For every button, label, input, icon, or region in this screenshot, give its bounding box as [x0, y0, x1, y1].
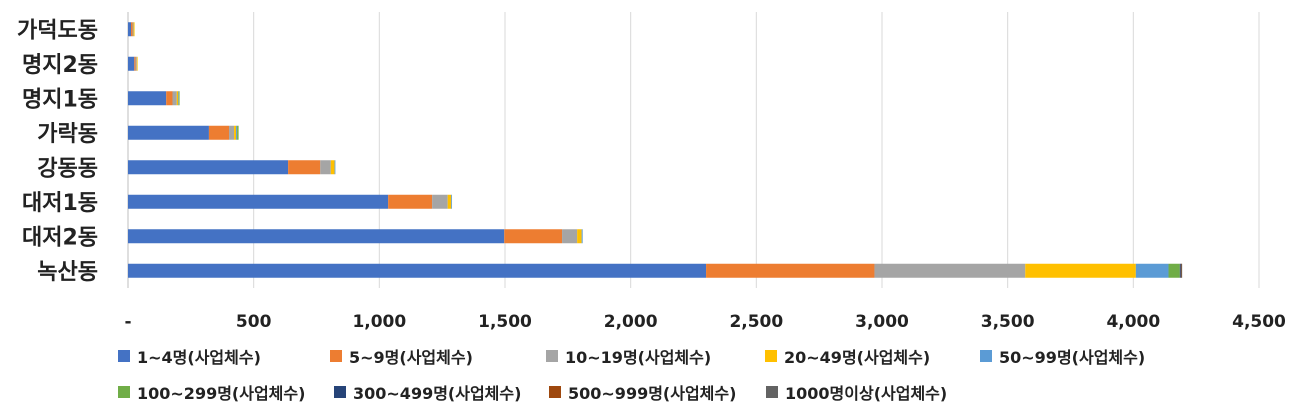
legend-swatch: [765, 350, 777, 362]
legend-label: 20~49명(사업체수): [784, 348, 931, 367]
bar-segment: [1180, 263, 1182, 278]
legend-swatch: [118, 386, 130, 398]
x-tick-label: 3,000: [855, 312, 909, 332]
x-tick-label: 1,500: [478, 312, 532, 332]
bar-segment: [288, 160, 321, 175]
bar-segment: [178, 91, 180, 106]
legend-label: 100~299명(사업체수): [137, 384, 306, 403]
x-tick-label: 4,000: [1106, 312, 1160, 332]
bar-segment: [1135, 263, 1169, 278]
legend-swatch: [330, 350, 342, 362]
legend-label: 300~499명(사업체수): [353, 384, 522, 403]
bar-segment: [128, 91, 167, 106]
bar-segment: [1025, 263, 1136, 278]
x-tick-labels: - 500 1,000 1,500 2,000 2,500 3,000 3,500 4,000 4…: [124, 312, 1286, 332]
bar-segment: [234, 125, 237, 140]
legend-item: 10~19명(사업체수): [546, 344, 711, 368]
category-label: 명지2동: [22, 53, 98, 78]
bar-segment: [451, 194, 453, 209]
legend-label: 10~19명(사업체수): [565, 348, 712, 367]
x-tick-label: 3,500: [981, 312, 1035, 332]
legend-swatch: [549, 386, 561, 398]
bar-segment: [706, 263, 875, 278]
bar-segment: [562, 229, 578, 244]
bar-segment: [208, 125, 230, 140]
x-tick-label: -: [124, 312, 131, 332]
legend-item: 1000명이상(사업체수): [766, 380, 947, 404]
bar-segment: [166, 91, 173, 106]
bar-segment: [504, 229, 563, 244]
bars: [128, 22, 1183, 278]
bar-segment: [1181, 263, 1183, 278]
bar-segment: [320, 160, 331, 175]
x-tick-label: 2,000: [604, 312, 658, 332]
bar-segment: [128, 263, 707, 278]
legend-label: 50~99명(사업체수): [999, 348, 1146, 367]
bar-segment: [330, 160, 335, 175]
x-tick-label: 2,500: [729, 312, 783, 332]
legend-label: 1000명이상(사업체수): [785, 384, 948, 403]
legend-swatch: [980, 350, 992, 362]
bar-segment: [1168, 263, 1180, 278]
legend-swatch: [766, 386, 778, 398]
bar-segment: [874, 263, 1026, 278]
bar-segment: [128, 194, 389, 209]
bar-segment: [172, 91, 177, 106]
x-tick-label: 4,500: [1232, 312, 1286, 332]
bar-segment: [388, 194, 433, 209]
bar-segment: [135, 56, 137, 71]
category-label: 명지1동: [22, 87, 98, 112]
gridlines: [127, 12, 1260, 288]
legend-label: 5~9명(사업체수): [349, 348, 473, 367]
legend-swatch: [546, 350, 558, 362]
bar-segment: [178, 91, 180, 106]
bar-segment: [128, 160, 289, 175]
legend-label: 500~999명(사업체수): [568, 384, 737, 403]
bar-segment: [237, 125, 239, 140]
bar-segment: [131, 22, 133, 37]
legend-item: 20~49명(사업체수): [765, 344, 930, 368]
bar-segment: [133, 22, 135, 37]
category-label: 가덕도동: [17, 18, 98, 43]
x-tick-label: 1,000: [352, 312, 406, 332]
category-label: 가락동: [37, 122, 98, 147]
legend-item: 1~4명(사업체수): [118, 344, 261, 368]
legend-item: 50~99명(사업체수): [980, 344, 1145, 368]
bar-segment: [132, 22, 134, 37]
bar-segment: [128, 22, 132, 37]
legend-swatch: [118, 350, 130, 362]
bar-segment: [334, 160, 336, 175]
legend-item: 500~999명(사업체수): [549, 380, 736, 404]
bar-segment: [577, 229, 582, 244]
bar-segment: [581, 229, 583, 244]
bar-segment: [134, 56, 136, 71]
bar-segment: [229, 125, 235, 140]
x-tick-label: 500: [236, 312, 272, 332]
category-label: 강동동: [37, 156, 98, 181]
legend-item: 5~9명(사업체수): [330, 344, 473, 368]
bar-segment: [447, 194, 452, 209]
bar-segment: [136, 56, 138, 71]
bar-segment: [1179, 263, 1181, 278]
legend-swatch: [334, 386, 346, 398]
bar-segment: [128, 125, 209, 140]
legend-label: 1~4명(사업체수): [137, 348, 261, 367]
legend-item: 300~499명(사업체수): [334, 380, 521, 404]
bar-segment: [432, 194, 448, 209]
bar-segment: [128, 56, 135, 71]
category-label: 녹산동: [37, 260, 98, 285]
category-label: 대저2동: [22, 225, 98, 250]
category-label: 대저1동: [22, 191, 98, 216]
bar-segment: [236, 125, 238, 140]
bar-segment: [176, 91, 179, 106]
legend-item: 100~299명(사업체수): [118, 380, 305, 404]
bar-segment: [128, 229, 505, 244]
